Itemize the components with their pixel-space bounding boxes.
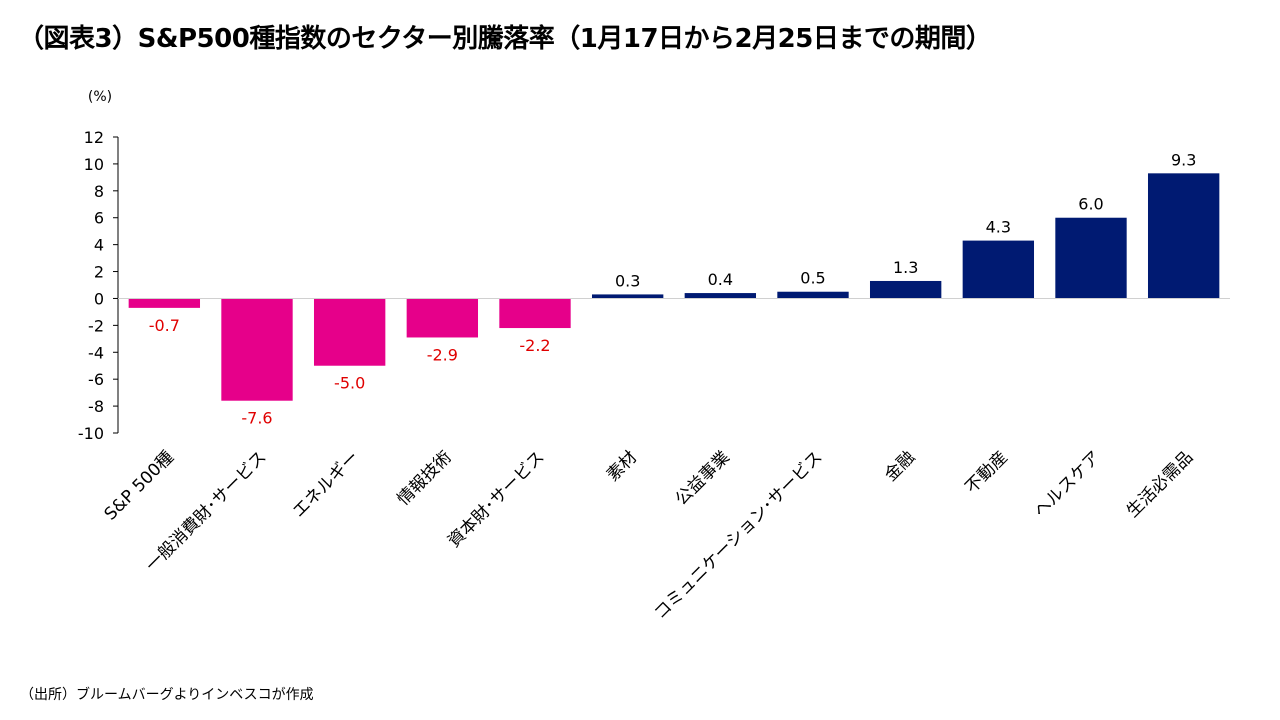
bar [591,294,664,299]
category-label: 公益事業 [672,447,734,509]
category-label: 金融 [881,447,919,485]
category-label: エネルギー [289,447,363,521]
y-tick-label: 6 [94,209,104,228]
data-label: -5.0 [334,374,365,393]
data-label: 0.3 [615,271,640,290]
y-tick-label: 12 [84,128,104,147]
data-label: 4.3 [986,218,1011,237]
y-axis: (%) 12 10 8 6 4 2 0 -2 -4 -6 -8 -10 [78,89,119,443]
category-label: 情報技術 [394,447,456,509]
bar [313,298,386,366]
y-tick-label: 2 [94,263,104,282]
y-tick-label: -8 [88,397,104,416]
y-axis-unit: (%) [88,89,112,105]
data-label: 0.4 [708,270,733,289]
bar [962,240,1035,299]
data-label: -2.9 [427,345,458,364]
category-label: 資本財･サービス [444,447,548,551]
data-label: 9.3 [1171,150,1196,169]
data-label: -2.2 [519,336,550,355]
bar [777,291,849,299]
category-label: 生活必需品 [1123,447,1197,521]
bar [128,298,201,308]
y-tick-label: 4 [94,236,104,255]
bars [128,173,1220,401]
bar [1147,173,1220,299]
data-label: 6.0 [1078,195,1103,214]
category-label: 不動産 [962,447,1012,497]
y-tick-label: 8 [94,182,104,201]
source-note: （出所）ブルームバーグよりインベスコが作成 [20,687,314,703]
data-label: 0.5 [800,269,825,288]
data-label: 1.3 [893,258,918,277]
category-label: コミュニケーション･サービス [650,447,826,623]
bar [869,280,942,299]
y-tick-label: -4 [88,343,104,362]
sector-bar-chart: (%) 12 10 8 6 4 2 0 -2 -4 -6 -8 -10 -0.7 -7.6 -5.0 -2.9… [78,89,1230,624]
y-tick-label: -6 [88,370,104,389]
page-title: （図表3）S&P500種指数のセクター別騰落率（1月17日から2月25日までの期… [18,24,992,54]
y-tick-label: 10 [84,155,104,174]
data-label: -7.6 [241,409,272,428]
category-label: S&P 500種 [101,447,178,524]
bar [406,298,479,338]
category-label: ヘルスケア [1030,447,1104,521]
y-tick-label: -10 [78,424,104,443]
data-labels: -0.7 -7.6 -5.0 -2.9 -2.2 0.3 0.4 0.5 1.3 4.3 6.0 9.… [149,150,1197,427]
y-tick-label: -2 [88,316,104,335]
bar [499,298,571,329]
y-tick-label: 0 [94,289,104,308]
bar [684,293,757,299]
bar [221,298,293,401]
category-label: 素材 [603,447,641,485]
bar [1055,217,1127,299]
data-label: -0.7 [149,316,180,335]
